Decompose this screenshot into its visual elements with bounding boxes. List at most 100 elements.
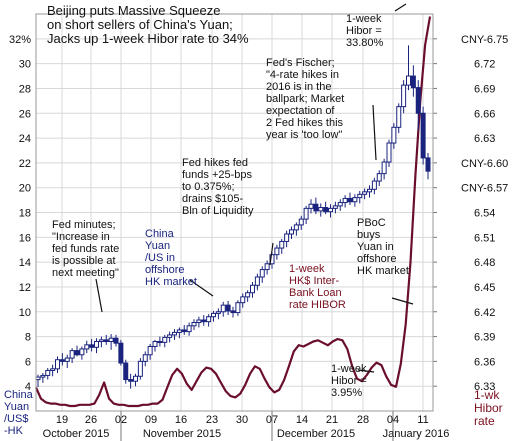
candle-body — [133, 375, 138, 382]
x-month-label: December 2015 — [277, 428, 355, 440]
candle-body — [94, 341, 99, 348]
right-tick-label: CNY-6.57 — [461, 183, 508, 195]
candle-body — [254, 276, 260, 286]
hibor-line — [34, 16, 432, 408]
candle-body — [352, 197, 358, 203]
right-tick-label: 6.54 — [474, 208, 495, 220]
left-tick-label: 22 — [19, 158, 31, 170]
candle-body — [298, 218, 304, 226]
x-tick-label: 14 — [296, 414, 308, 426]
candle-body — [318, 207, 324, 212]
candle-body — [425, 157, 431, 172]
left-tick-label: 14 — [19, 257, 31, 269]
x-tick-label: 23 — [206, 414, 218, 426]
annotation-hibor-peak: 1-week Hibor = 33.80% — [346, 13, 384, 49]
candle-body — [381, 161, 387, 175]
candle-body — [79, 348, 85, 356]
annotation-fischer: Fed's Fischer; "4-rate hikes in 2016 is … — [266, 57, 345, 141]
candle-body — [235, 302, 241, 314]
right-tick-label: 6.63 — [474, 133, 495, 145]
candle-body — [332, 205, 338, 209]
candle-body — [264, 263, 270, 271]
left-tick-label: 10 — [19, 307, 31, 319]
candle-body — [152, 341, 158, 347]
candle-body — [284, 233, 290, 242]
yuan-candles-group — [35, 45, 431, 389]
candle-body — [55, 359, 60, 370]
candle-body — [181, 329, 187, 333]
candle-body — [289, 229, 294, 235]
left-tick-label: 28 — [19, 83, 31, 95]
candle-body — [59, 359, 65, 362]
left-tick-label: 4 — [25, 381, 31, 393]
pointer-hibor-low — [357, 369, 375, 373]
candle-body — [279, 240, 285, 249]
annotation-pointers — [95, 3, 414, 373]
x-tick-label: 19 — [56, 414, 68, 426]
right-tick-label: 6.66 — [474, 108, 495, 120]
candle-body — [201, 319, 207, 323]
candle-body — [420, 112, 426, 159]
right-tick-label: 6.42 — [474, 307, 495, 319]
candle-body — [142, 354, 148, 362]
left-tick-label: 26 — [19, 108, 31, 120]
candle-body — [220, 304, 226, 313]
left-tick-label: 20 — [19, 183, 31, 195]
annotation-hibor-label: 1-week HK$ Inter- Bank Loan rate HIBOR — [289, 263, 346, 311]
candle-body — [113, 337, 119, 344]
candle-body — [123, 362, 129, 381]
right-axis-label: 1-wk Hibor rate — [474, 388, 503, 428]
right-tick-label: 6.33 — [474, 381, 495, 393]
candle-body — [308, 203, 314, 209]
grid-lines — [36, 14, 433, 411]
candle-body — [69, 350, 75, 359]
right-tick-label: 6.36 — [474, 356, 495, 368]
candle-body — [259, 269, 265, 278]
right-tick-label: CNY-6.60 — [461, 158, 508, 170]
hibor-line-group — [34, 16, 432, 408]
x-tick-label: 09 — [145, 414, 157, 426]
candle-body — [40, 374, 46, 378]
left-tick-label: 6 — [25, 356, 31, 368]
candle-body — [347, 197, 353, 203]
candle-body — [406, 75, 411, 86]
pointer-pboc — [391, 297, 414, 305]
candle-body — [157, 341, 163, 344]
candle-body — [230, 310, 236, 314]
annotation-pboc: PBoC buys Yuan in offshore HK market — [357, 217, 409, 277]
right-axis: 6.33 6.36 6.39 6.42 6.45 6.48 6.51 6.54 CNY-6.57… — [433, 34, 508, 393]
candle-body — [337, 202, 343, 207]
x-month-label: November 2015 — [143, 428, 221, 440]
candle-body — [50, 368, 56, 371]
pointer-fed-hikes — [269, 242, 274, 266]
right-tick-label: 6.72 — [474, 59, 495, 71]
candle-body — [250, 284, 255, 294]
candle-body — [391, 126, 397, 144]
annotation-hibor-low: 1-week Hibor = 3.95% — [331, 363, 367, 399]
candle-body — [45, 369, 51, 376]
candle-body — [342, 197, 348, 204]
annotation-fed-hikes: Fed hikes fed funds +25-bps to 0.375%; d… — [182, 157, 254, 217]
left-axis: 4 6 8 10 12 14 16 18 20 22 24 26 28 30 32% — [9, 34, 31, 393]
candle-body — [98, 339, 104, 343]
candle-body — [211, 312, 216, 318]
candle-body — [293, 224, 299, 231]
x-month-label: January 2016 — [383, 428, 450, 440]
candle-body — [215, 311, 221, 314]
x-tick-label: 16 — [175, 414, 187, 426]
right-tick-label: CNY-6.75 — [461, 34, 508, 46]
right-tick-label: 6.39 — [474, 332, 495, 344]
left-tick-label: 24 — [19, 133, 31, 145]
candle-body — [386, 142, 392, 163]
left-tick-label: 30 — [19, 59, 31, 71]
left-axis-label: China Yuan /US$ -HK — [4, 389, 33, 437]
pointer-yuan-label — [189, 279, 214, 297]
x-tick-label: 28 — [357, 414, 369, 426]
candle-body — [401, 84, 407, 108]
candle-body — [118, 342, 124, 364]
candle-body — [84, 344, 90, 350]
right-tick-label: 6.48 — [474, 257, 495, 269]
left-tick-label: 16 — [19, 232, 31, 244]
